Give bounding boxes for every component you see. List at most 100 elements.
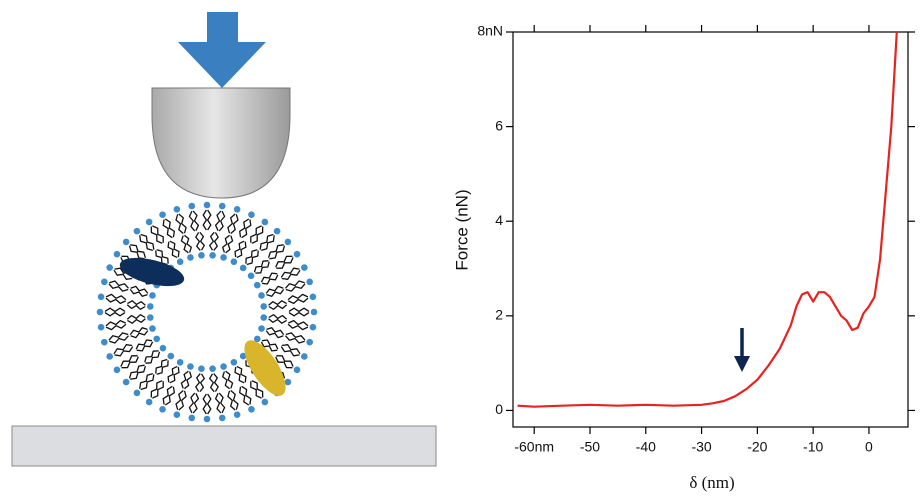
lipid-head: [106, 353, 113, 360]
lipid-head: [159, 211, 166, 218]
lipid-tail: [106, 294, 126, 299]
lipid-tail: [105, 308, 125, 311]
vesicle-diagram: [12, 12, 436, 466]
protein-blue: [117, 252, 187, 291]
lipid-head: [234, 411, 241, 418]
lipid-head: [254, 282, 261, 289]
lipid-tail: [106, 321, 126, 326]
x-tick-label: -50: [580, 439, 600, 455]
lipid-head: [160, 345, 167, 352]
lipid-head: [98, 293, 105, 300]
lipid-head: [174, 206, 181, 213]
lipid-head: [168, 353, 175, 360]
lipid-head: [134, 228, 141, 235]
lipid-head: [123, 239, 130, 246]
lipid-head: [188, 203, 195, 210]
lipid-tail: [203, 394, 206, 414]
y-tick-label: 4: [495, 212, 503, 228]
lipid-head: [101, 279, 108, 286]
lipid-tail: [127, 301, 145, 306]
lipid-tail: [189, 393, 194, 413]
lipid-head: [311, 309, 318, 316]
lipid-head: [285, 239, 292, 246]
lipid-head: [198, 252, 205, 259]
afm-tip: [152, 88, 290, 198]
lipid-tail: [269, 305, 287, 310]
lipid-head: [204, 416, 211, 423]
lipid-head: [231, 258, 238, 265]
x-tick-label: -10: [803, 439, 823, 455]
lipid-tail: [289, 308, 309, 311]
y-tick-label: 0: [495, 401, 503, 417]
plot-frame: [513, 32, 908, 427]
lipid-tail: [219, 211, 224, 231]
lipid-head: [187, 363, 194, 370]
lipid-head: [258, 325, 265, 332]
lipid-head: [248, 211, 255, 218]
lipid-tail: [288, 298, 308, 303]
lipid-head: [123, 379, 130, 386]
lipid-head: [258, 292, 265, 299]
lipid-tail: [127, 319, 145, 324]
lipid-tail: [127, 305, 145, 310]
lipid-tail: [193, 211, 198, 231]
lipid-tail: [208, 394, 211, 414]
lipid-head: [220, 254, 227, 261]
lipid-head: [149, 292, 156, 299]
x-tick-label: -60nm: [514, 439, 554, 455]
lipid-head: [220, 363, 227, 370]
lipid-tail: [269, 301, 287, 306]
figure: Force (nN) δ (nm) -60nm-50-40-30-20-1000…: [0, 0, 920, 497]
lipid-head: [209, 365, 216, 372]
lipid-head: [147, 314, 154, 321]
lipid-head: [153, 336, 160, 343]
lipid-tail: [269, 315, 287, 320]
lipid-head: [248, 406, 255, 413]
lipid-head: [209, 252, 216, 259]
lipid-head: [310, 293, 317, 300]
lipid-head: [98, 324, 105, 331]
lipid-tail: [200, 232, 205, 250]
force-chart: Force (nN) δ (nm) -60nm-50-40-30-20-1000…: [452, 23, 915, 492]
protein-yellow: [237, 334, 294, 402]
force-arrow: [178, 12, 266, 88]
lipid-tail: [203, 210, 206, 230]
lipid-head: [97, 309, 104, 316]
lipid-tail: [214, 374, 219, 392]
lipid-tail: [269, 319, 287, 324]
lipid-head: [219, 203, 226, 210]
lipid-head: [147, 303, 154, 310]
lipid-tail: [216, 393, 221, 413]
lipid-tail: [210, 232, 215, 250]
lipid-head: [134, 390, 141, 397]
lipid-head: [219, 415, 226, 422]
x-tick-label: -30: [691, 439, 711, 455]
lipid-tail: [127, 315, 145, 320]
lipid-head: [301, 264, 308, 271]
lipid-head: [234, 206, 241, 213]
x-tick-label: 0: [865, 439, 873, 455]
lipid-head: [310, 324, 317, 331]
annotation-arrow: [734, 328, 750, 372]
lipid-head: [260, 303, 267, 310]
lipid-head: [262, 219, 269, 226]
lipid-tail: [196, 374, 201, 392]
lipid-head: [174, 411, 181, 418]
lipid-head: [240, 265, 247, 272]
lipid-tail: [210, 374, 215, 392]
lipid-head: [146, 399, 153, 406]
lipid-tail: [289, 313, 309, 316]
lipid-head: [260, 314, 267, 321]
lipid-tail: [200, 374, 205, 392]
lipid-head: [146, 219, 153, 226]
lipid-head: [101, 339, 108, 346]
lipid-tail: [105, 313, 125, 316]
y-tick-label: 6: [495, 117, 503, 133]
x-tick-label: -20: [747, 439, 767, 455]
lipid-head: [262, 399, 269, 406]
y-axis-label: Force (nN): [452, 189, 471, 270]
lipid-head: [274, 228, 281, 235]
lipid-head: [187, 254, 194, 261]
lipid-head: [248, 273, 255, 280]
lipid-head: [177, 359, 184, 366]
